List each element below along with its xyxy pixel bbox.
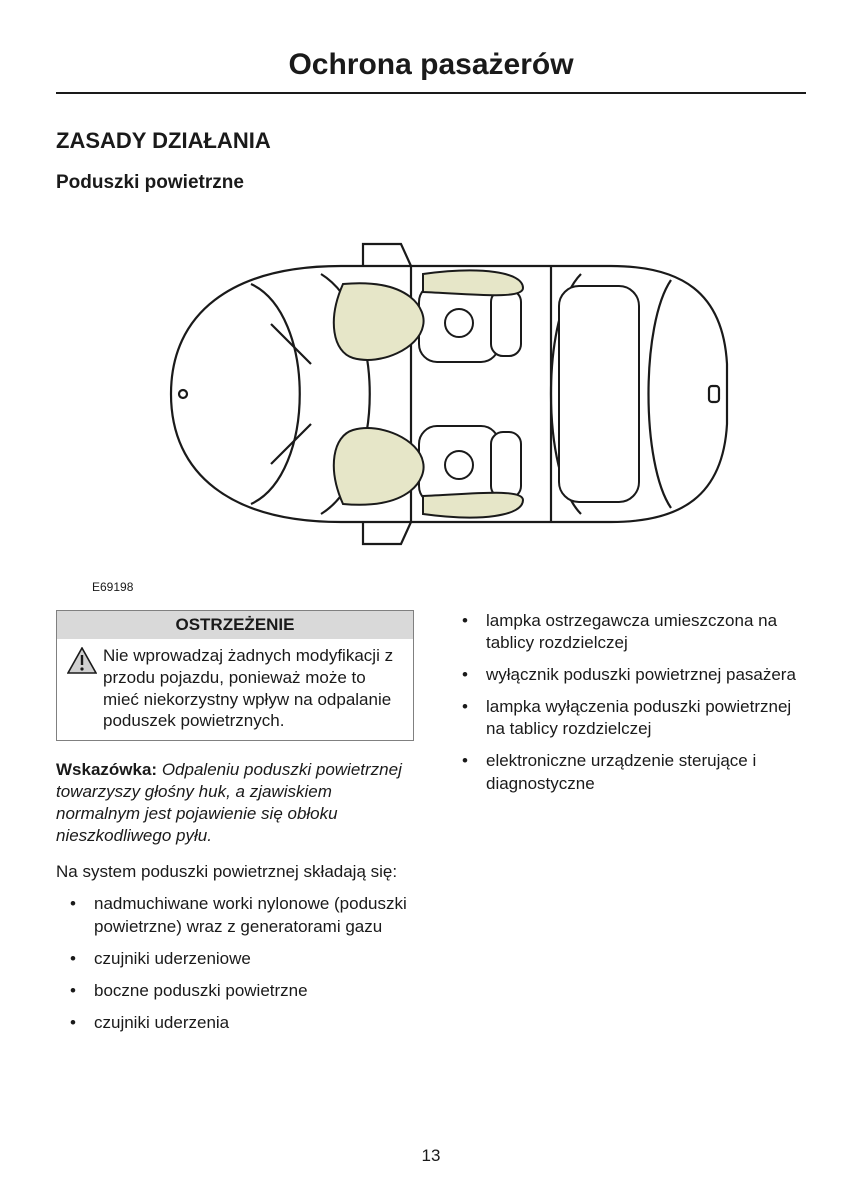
warning-header: OSTRZEŻENIE — [57, 611, 413, 639]
left-column: OSTRZEŻENIE Nie wprowadzaj żadnych modyf… — [56, 610, 414, 1044]
right-column: lampka ostrzegawcza umieszczona na tabli… — [448, 610, 806, 1044]
bullet-list-left: nadmuchiwane worki nylonowe (poduszki po… — [56, 893, 414, 1033]
note-paragraph: Wskazówka: Odpaleniu poduszki powietrzne… — [56, 759, 414, 847]
list-item: boczne poduszki powietrzne — [56, 980, 414, 1002]
list-item: czujniki uderzeniowe — [56, 948, 414, 970]
list-item: czujniki uderzenia — [56, 1012, 414, 1034]
bullet-list-right: lampka ostrzegawcza umieszczona na tabli… — [448, 610, 806, 795]
list-item: lampka ostrzegawcza umieszczona na tabli… — [448, 610, 806, 654]
warning-box: OSTRZEŻENIE Nie wprowadzaj żadnych modyf… — [56, 610, 414, 741]
airbag-diagram — [56, 214, 806, 574]
note-label: Wskazówka: — [56, 760, 157, 779]
figure-reference: E69198 — [92, 580, 806, 594]
list-item: lampka wyłączenia poduszki powietrznej n… — [448, 696, 806, 740]
car-top-view-svg — [111, 214, 751, 574]
warning-triangle-icon — [67, 647, 97, 675]
list-item: elektroniczne urządzenie sterujące i dia… — [448, 750, 806, 794]
page-number: 13 — [0, 1146, 862, 1166]
subsection-heading: Poduszki powietrzne — [56, 172, 806, 194]
intro-text: Na system poduszki powietrznej składają … — [56, 861, 414, 883]
warning-text: Nie wprowadzaj żadnych modyfikacji z prz… — [103, 645, 403, 732]
chapter-title: Ochrona pasażerów — [56, 48, 806, 94]
list-item: nadmuchiwane worki nylonowe (poduszki po… — [56, 893, 414, 937]
section-heading: ZASADY DZIAŁANIA — [56, 128, 806, 154]
list-item: wyłącznik poduszki powietrznej pasażera — [448, 664, 806, 686]
